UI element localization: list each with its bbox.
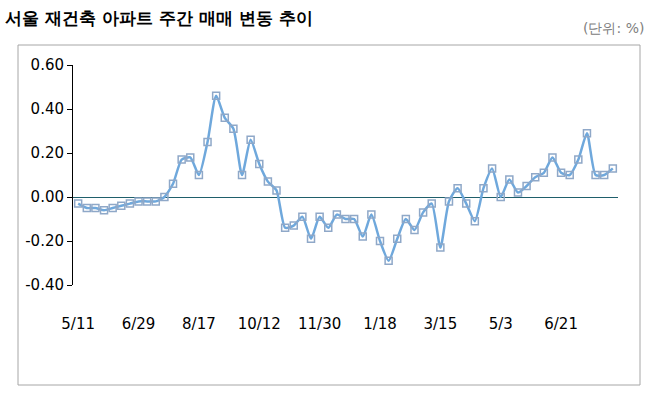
svg-text:(단위: %): (단위: %) <box>583 20 644 36</box>
svg-text:10/12: 10/12 <box>238 315 281 333</box>
svg-text:3/15: 3/15 <box>424 315 458 333</box>
svg-text:0.20: 0.20 <box>31 144 64 162</box>
svg-text:5/3: 5/3 <box>489 315 513 333</box>
svg-text:-0.40: -0.40 <box>25 276 64 294</box>
svg-text:서울 재건축 아파트 주간 매매 변동 추이: 서울 재건축 아파트 주간 매매 변동 추이 <box>5 8 313 28</box>
svg-text:0.40: 0.40 <box>31 100 64 118</box>
svg-text:1/18: 1/18 <box>363 315 397 333</box>
svg-text:8/17: 8/17 <box>182 315 216 333</box>
svg-text:-0.20: -0.20 <box>25 232 64 250</box>
svg-text:0.60: 0.60 <box>31 56 64 74</box>
svg-text:0.00: 0.00 <box>31 188 64 206</box>
svg-text:6/29: 6/29 <box>122 315 156 333</box>
svg-text:5/11: 5/11 <box>61 315 95 333</box>
svg-text:6/21: 6/21 <box>544 315 578 333</box>
svg-text:11/30: 11/30 <box>298 315 341 333</box>
